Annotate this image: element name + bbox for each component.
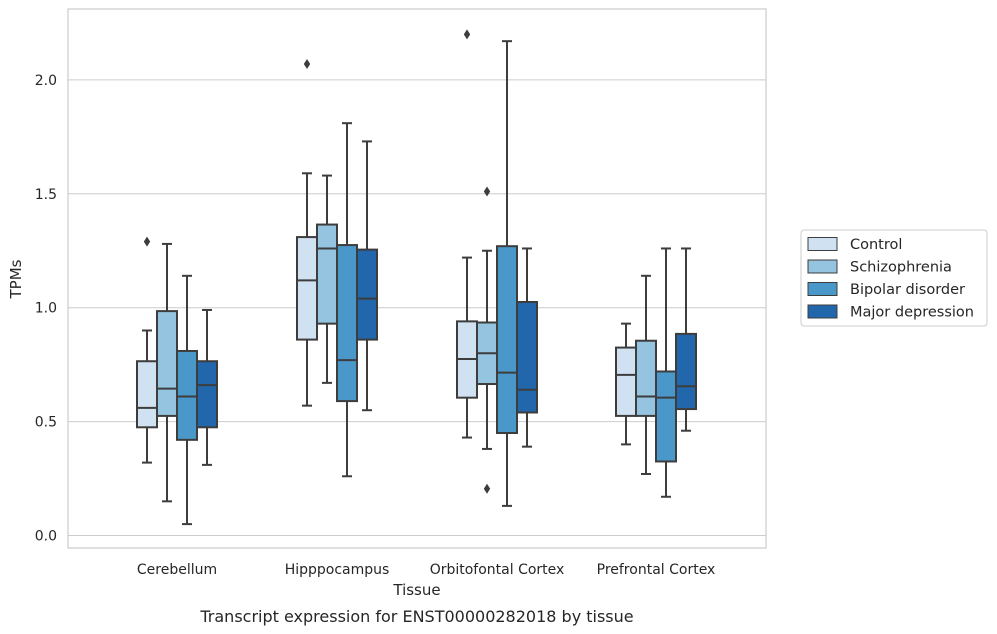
box-iqr bbox=[635, 339, 657, 417]
legend-swatch bbox=[807, 304, 838, 319]
outlier-point bbox=[483, 483, 491, 494]
box-control bbox=[615, 322, 637, 446]
box-iqr bbox=[675, 332, 697, 411]
y-tick-label: 1.5 bbox=[35, 187, 57, 203]
box-iqr bbox=[356, 248, 378, 341]
legend-label: Schizophrenia bbox=[850, 260, 952, 276]
box-iqr bbox=[136, 360, 158, 429]
boxes bbox=[136, 29, 697, 526]
outlier-point bbox=[463, 29, 471, 40]
legend: Control Schizophrenia Bipolar disorder Majo… bbox=[800, 229, 988, 327]
outlier-point bbox=[303, 58, 311, 69]
box-iqr bbox=[316, 223, 338, 325]
box-schizophrenia bbox=[635, 274, 657, 475]
box-major-depression bbox=[356, 140, 378, 412]
box-control bbox=[296, 58, 318, 407]
chart-caption: Transcript expression for ENST0000028201… bbox=[199, 607, 633, 626]
x-tick-labels: Cerebellum Hipppocampus Orbitofontal Corte… bbox=[137, 562, 715, 578]
y-axis-label: TPMs bbox=[7, 259, 25, 299]
y-tick-labels: 0.0 0.5 1.0 1.5 2.0 bbox=[35, 73, 57, 545]
legend-swatch bbox=[807, 237, 838, 251]
box-bipolar-disorder bbox=[496, 40, 518, 507]
y-tick-label: 0.0 bbox=[35, 529, 57, 545]
box-iqr bbox=[615, 346, 637, 417]
box-major-depression bbox=[675, 247, 697, 432]
box-schizophrenia bbox=[316, 174, 338, 384]
box-bipolar-disorder bbox=[655, 247, 677, 498]
box-schizophrenia bbox=[156, 242, 178, 503]
y-tick-label: 0.5 bbox=[35, 415, 57, 431]
box-bipolar-disorder bbox=[176, 274, 198, 526]
box-control bbox=[456, 29, 478, 439]
x-tick-label: Prefrontal Cortex bbox=[597, 562, 716, 578]
legend-swatch bbox=[807, 282, 838, 296]
box-iqr bbox=[496, 245, 518, 434]
box-control bbox=[136, 236, 158, 464]
box-iqr bbox=[516, 301, 538, 414]
y-tick-label: 1.0 bbox=[35, 301, 57, 317]
x-tick-label: Hipppocampus bbox=[285, 562, 390, 578]
box-iqr bbox=[196, 360, 218, 429]
box-major-depression bbox=[196, 308, 218, 466]
box-iqr bbox=[156, 310, 178, 417]
box-iqr bbox=[296, 236, 318, 341]
legend-label: Control bbox=[850, 237, 902, 253]
gridlines bbox=[68, 79, 766, 536]
x-tick-label: Orbitofontal Cortex bbox=[430, 562, 565, 578]
legend-label: Major depression bbox=[850, 305, 974, 321]
box-bipolar-disorder bbox=[336, 122, 358, 478]
legend-swatch bbox=[807, 259, 838, 274]
box-iqr bbox=[336, 244, 358, 403]
box-schizophrenia bbox=[476, 186, 498, 494]
plot-area-frame bbox=[67, 8, 767, 549]
outlier-point bbox=[483, 186, 491, 197]
box-iqr bbox=[655, 370, 677, 463]
legend-frame bbox=[800, 229, 988, 327]
y-tick-label: 2.0 bbox=[35, 73, 57, 89]
box-iqr bbox=[176, 349, 198, 441]
box-major-depression bbox=[516, 247, 538, 448]
outlier-point bbox=[143, 236, 151, 247]
x-axis-label: Tissue bbox=[392, 581, 440, 599]
legend-label: Bipolar disorder bbox=[850, 282, 965, 298]
x-tick-label: Cerebellum bbox=[137, 562, 217, 578]
